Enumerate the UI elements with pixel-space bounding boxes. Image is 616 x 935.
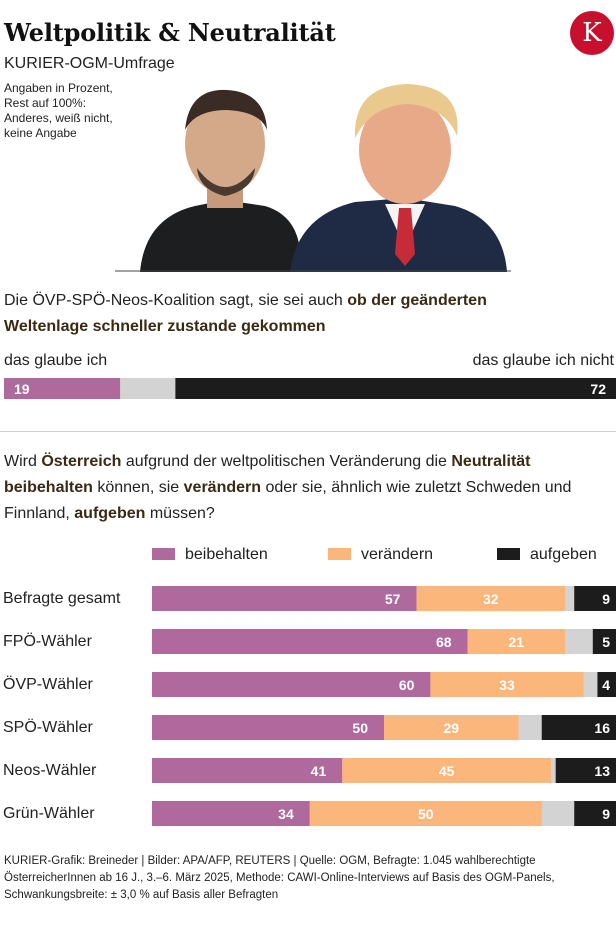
value-label-aufgeben: 4 [602,677,610,693]
row-label-gesamt: Befragte gesamt [3,590,121,607]
question-text: Die ÖVP-SPÖ-Neos-Koalition sagt, sie sei… [4,292,348,309]
bar-veraendern [430,672,584,697]
question-text: Wird [4,453,42,470]
label-glaube-ich: das glaube ich [4,352,108,369]
bar-beibehalten [152,801,310,826]
legend-veraendern: verändern [328,546,433,564]
coalition-bar-chart: 19 72 [4,378,616,399]
value-label-glaube-ich-nicht: 72 [590,381,606,397]
question-emphasis: Neutralität beibehalten [4,453,531,496]
bar-aufgeben [592,629,616,654]
legend-label: verändern [361,546,434,563]
row-label-neos: Neos-Wähler [3,762,97,779]
row-label-gruen: Grün-Wähler [3,805,95,822]
question-text: oder sie, ähnlich wie zuletzt Schweden u… [4,479,572,522]
left-portrait [140,89,301,272]
bar-rest [120,378,176,399]
section-divider [0,431,616,432]
bar-aufgeben [597,672,616,697]
bar-veraendern [342,758,552,783]
bar-veraendern [309,801,542,826]
value-label-beibehalten: 57 [385,591,401,607]
value-label-aufgeben: 13 [594,763,610,779]
bar-beibehalten [152,715,384,740]
row-label-fpoe: FPÖ-Wähler [3,633,92,650]
question-emphasis: verändern [183,479,262,496]
value-label-glaube-ich: 19 [14,381,30,397]
value-label-veraendern: 50 [418,806,434,822]
bar-aufgeben [555,758,616,783]
value-label-beibehalten: 60 [399,677,415,693]
neutrality-bar-chart: 57 32 9 68 21 5 60 33 4 50 29 16 41 45 13 34 50 9 [152,586,616,826]
question-emphasis: Österreich [41,453,122,470]
question-text: können, sie [92,479,184,496]
value-label-aufgeben: 16 [594,720,610,736]
bar-aufgeben [541,715,616,740]
legend-beibehalten: beibehalten [152,546,268,564]
question-emphasis: ob der geänderten Weltenlage schneller z… [4,292,487,335]
bar-glaube-ich-nicht [175,378,616,399]
question-text: aufgrund der weltpolitischen Veränderung… [121,453,452,470]
bar-aufgeben [574,801,616,826]
value-label-beibehalten: 68 [436,634,452,650]
source-footer: KURIER-Grafik: Breineder | Bilder: APA/A… [4,853,614,904]
row-label-oevp: ÖVP-Wähler [3,676,93,693]
bar-glaube-ich [4,378,121,399]
note-line: Anderes, weiß nicht, [4,111,113,125]
footer-line: Schwankungsbreite: ± 3,0 % auf Basis all… [4,889,279,901]
bar-veraendern [384,715,519,740]
footer-line: KURIER-Grafik: Breineder | Bilder: APA/A… [4,855,536,867]
legend-swatch-veraendern [328,548,351,560]
legend-swatch-beibehalten [152,548,175,560]
legend-swatch-aufgeben [497,548,520,560]
question-coalition: Die ÖVP-SPÖ-Neos-Koalition sagt, sie sei… [4,288,564,340]
value-label-beibehalten: 41 [311,763,327,779]
value-label-aufgeben: 9 [602,806,610,822]
value-label-veraendern: 21 [508,634,524,650]
bar-beibehalten [152,629,468,654]
right-portrait [290,84,507,272]
value-label-veraendern: 29 [443,720,459,736]
row-label-spoe: SPÖ-Wähler [3,719,93,736]
chart-subtitle: KURIER-OGM-Umfrage [4,55,175,72]
label-glaube-ich-nicht: das glaube ich nicht [472,352,614,369]
footer-line: ÖsterreicherInnen ab 16 J., 3.–6. März 2… [4,872,555,884]
value-label-veraendern: 33 [499,677,515,693]
bar-veraendern [467,629,565,654]
value-label-beibehalten: 34 [278,806,294,822]
value-label-aufgeben: 5 [602,634,610,650]
legend-label: beibehalten [185,546,268,563]
kurier-logo: K [570,11,614,55]
question-neutrality: Wird Österreich aufgrund der weltpolitis… [4,449,604,527]
value-label-veraendern: 32 [483,591,499,607]
bar-beibehalten [152,672,431,697]
percent-note: Angaben in Prozent, Rest auf 100%: Ander… [4,81,154,141]
chart-title: Weltpolitik & Neutralität [4,18,336,47]
legend-label: aufgeben [530,546,597,563]
politicians-photo [115,84,511,272]
note-line: Angaben in Prozent, [4,81,113,95]
question-emphasis: aufgeben [74,505,146,522]
note-line: Rest auf 100%: [4,96,87,110]
question-text: müssen? [145,505,215,522]
legend-aufgeben: aufgeben [497,546,597,564]
bar-aufgeben [574,586,616,611]
value-label-beibehalten: 50 [352,720,368,736]
note-line: keine Angabe [4,126,77,140]
bar-veraendern [416,586,565,611]
value-label-veraendern: 45 [439,763,455,779]
value-label-aufgeben: 9 [602,591,610,607]
bar-beibehalten [152,758,343,783]
bar-beibehalten [152,586,417,611]
